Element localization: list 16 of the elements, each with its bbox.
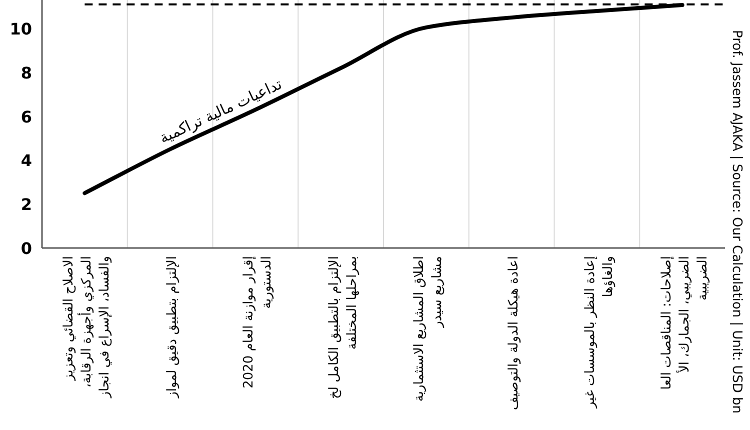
annotation: تداعيات مالية تراكمية (156, 74, 285, 147)
x-tick-label: الاصلاح القضائي وتعزيز المركزي وأجهزة الرقابة، والفساد، الإسراع في انجاز (62, 256, 113, 399)
x-tick-label: الإلتزام بالتطبيق الكامل لخ بمراحلها المختلفة (326, 256, 360, 399)
y-tick-label: 0 (20, 239, 32, 258)
x-tick-label: إصلاحات: المناقصات العا الضريبي، الجمارك، الأ الضريبية (659, 256, 710, 390)
text: Prof. Jassem AJAKA | Source: Our Calculation | Unit: USD bn (729, 30, 744, 414)
x-tick-label: اطلاق المشاريع الاستثمارية مشاريع سيدر (412, 256, 446, 402)
x-tick-label: إعادة النظر بالموسسات غير والغاؤها (582, 256, 616, 410)
x-tick-label: اعادة هيكلة الدولة والتوصيف (506, 256, 522, 410)
y-tick-label: 8 (20, 63, 32, 82)
x-tick-label: إقرار موازنة العام 2020 الدستورية (241, 256, 274, 388)
y-tick-label: 4 (20, 151, 32, 170)
y-tick-label: 6 (20, 107, 32, 126)
x-tick-label: الإلتزام بتطبيق دقيق لمواز (165, 256, 180, 399)
y-tick-label: 2 (20, 195, 32, 214)
y-tick-label: 10 (10, 20, 32, 39)
